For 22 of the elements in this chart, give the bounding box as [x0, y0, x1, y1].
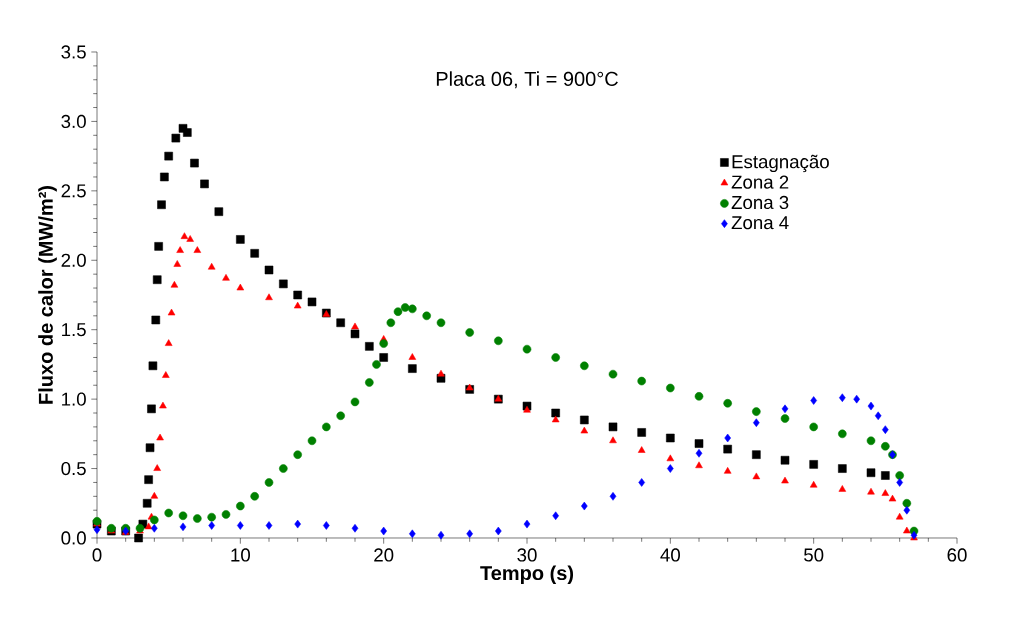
x-tick-label: 60 — [947, 548, 967, 562]
legend-label: Zona 4 — [731, 216, 789, 230]
y-tick-label: 2.0 — [61, 253, 86, 267]
x-axis-title: Tempo (s) — [480, 565, 574, 585]
x-tick-label: 10 — [231, 548, 250, 562]
x-tick-label: 30 — [517, 548, 537, 562]
legend-label: Estagnação — [732, 154, 829, 173]
text: Placa 06, Ti = 900°C — [436, 71, 618, 89]
legend-label: Zona 3 — [731, 195, 789, 210]
y-axis-title: Fluxo de calor (MW/m²) — [38, 185, 57, 404]
y-tick-label: 3.5 — [61, 45, 86, 59]
x-tick-label: 0 — [92, 548, 102, 562]
y-tick-label: 2.5 — [61, 184, 86, 198]
y-tick-label: 0.0 — [61, 531, 86, 545]
y-tick-label: 3.0 — [61, 114, 86, 129]
x-tick-label: 50 — [804, 548, 824, 562]
legend-label: Zona 2 — [731, 175, 789, 189]
x-tick-label: 40 — [660, 548, 680, 562]
y-tick-label: 0.5 — [61, 461, 86, 476]
x-tick-label: 20 — [374, 548, 394, 562]
y-tick-label: 1.0 — [62, 392, 86, 406]
y-tick-label: 1.5 — [62, 323, 86, 337]
